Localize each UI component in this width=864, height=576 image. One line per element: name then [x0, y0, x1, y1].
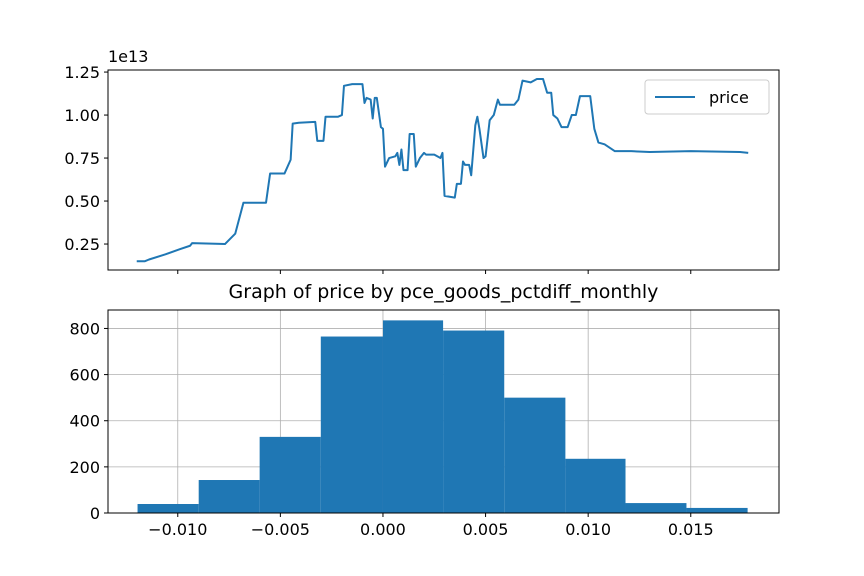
legend-box	[644, 79, 770, 115]
bar	[625, 503, 687, 513]
legend-label: price	[709, 88, 749, 107]
y-tick-label: 0.50	[64, 192, 100, 211]
y-tick-label: 400	[69, 412, 100, 431]
bar	[382, 320, 444, 513]
axes-frame	[107, 309, 780, 514]
y-tick-label: 0	[90, 504, 100, 523]
y-tick-label: 1.00	[64, 106, 100, 125]
x-tick-label: 0.005	[463, 520, 509, 539]
y-tick-label: 800	[69, 319, 100, 338]
bar	[259, 436, 321, 513]
x-tick-label: 0.010	[565, 520, 611, 539]
bar	[565, 458, 626, 513]
x-tick-label: −0.010	[148, 520, 207, 539]
x-tick-label: 0.015	[668, 520, 714, 539]
chart-title: Graph of price by pce_goods_pctdiff_mont…	[229, 281, 659, 303]
axes-frame	[107, 69, 780, 271]
bar	[504, 397, 566, 513]
x-tick-label: −0.005	[251, 520, 310, 539]
bar	[686, 507, 748, 513]
bar	[198, 480, 260, 513]
x-tick-label: 0.000	[360, 520, 406, 539]
y-tick-label: 1.25	[64, 63, 100, 82]
y-tick-label: 600	[69, 366, 100, 385]
bar	[443, 330, 505, 513]
y-tick-label: 200	[69, 458, 100, 477]
offset-text: 1e13	[108, 47, 148, 66]
line-series	[136, 77, 749, 263]
y-tick-label: 0.75	[64, 149, 100, 168]
y-tick-label: 0.25	[64, 235, 100, 254]
bar	[137, 504, 199, 513]
bar	[320, 336, 383, 513]
